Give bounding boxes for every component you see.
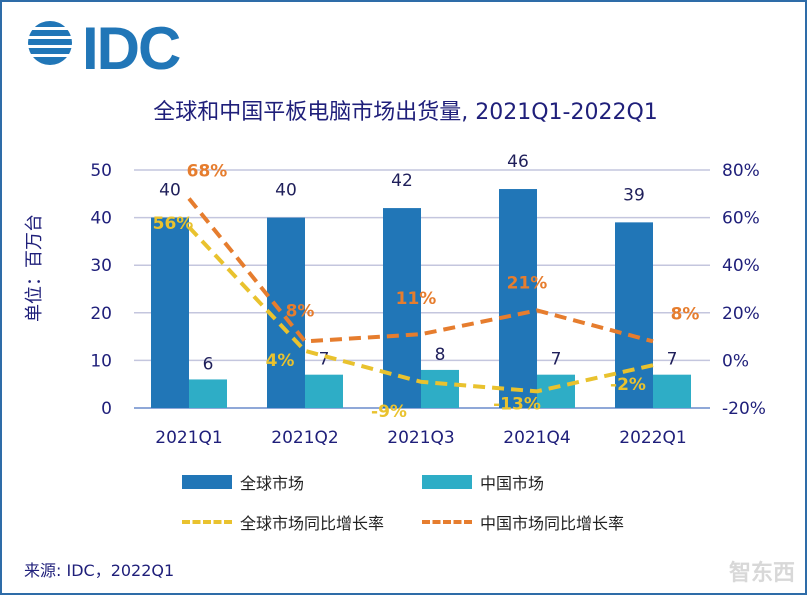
y2-tick-label: 60% bbox=[722, 209, 760, 229]
bar-data-label: 6 bbox=[203, 354, 214, 374]
legend-item-china: 中国市场 bbox=[422, 470, 544, 494]
bar-global bbox=[615, 222, 653, 408]
watermark: 智东西 bbox=[728, 561, 795, 586]
legend-swatch bbox=[422, 520, 472, 524]
line-data-label: -9% bbox=[371, 402, 407, 422]
legend-label: 全球市场 bbox=[240, 474, 305, 493]
y2-tick-label: -20% bbox=[722, 399, 766, 419]
bar-global bbox=[151, 217, 189, 408]
line-data-label: 68% bbox=[187, 162, 228, 182]
line-data-label: 4% bbox=[266, 351, 295, 371]
x-tick-label: 2021Q1 bbox=[155, 428, 222, 448]
y-tick-label: 40 bbox=[90, 209, 112, 229]
bar-data-label: 7 bbox=[551, 350, 562, 370]
bar-data-label: 46 bbox=[507, 152, 529, 172]
line-data-label: 11% bbox=[396, 289, 437, 309]
y2-tick-label: 40% bbox=[722, 256, 760, 276]
bar-data-label: 7 bbox=[667, 350, 678, 370]
bar-data-label: 42 bbox=[391, 171, 413, 191]
line-data-label: -13% bbox=[493, 394, 541, 414]
line-data-label: 21% bbox=[507, 273, 548, 293]
chart-title: 全球和中国平板电脑市场出货量, 2021Q1-2022Q1 bbox=[153, 100, 658, 125]
bar-global bbox=[499, 189, 537, 408]
bar-global bbox=[267, 217, 305, 408]
line-china-growth bbox=[187, 197, 654, 344]
legend-swatch bbox=[182, 475, 232, 489]
bar-data-label: 40 bbox=[159, 181, 181, 201]
legend-item-global-growth: 全球市场同比增长率 bbox=[182, 510, 384, 534]
bar-china bbox=[421, 369, 459, 408]
line-data-label: 8% bbox=[671, 304, 700, 324]
bar-china bbox=[537, 374, 575, 408]
bar-china bbox=[189, 379, 227, 408]
line-data-label: 56% bbox=[153, 214, 194, 234]
y-tick-label: 10 bbox=[90, 351, 112, 371]
line-data-label: -2% bbox=[610, 375, 646, 395]
idc-logo-icon bbox=[28, 21, 72, 65]
y2-tick-label: 20% bbox=[722, 304, 760, 324]
legend-item-global: 全球市场 bbox=[182, 470, 304, 494]
bar-china bbox=[653, 374, 691, 408]
x-tick-label: 2021Q2 bbox=[271, 428, 338, 448]
bar-data-label: 7 bbox=[319, 350, 330, 370]
bar-data-label: 39 bbox=[623, 185, 645, 205]
line-data-label: 8% bbox=[286, 301, 315, 321]
y-tick-label: 0 bbox=[101, 399, 112, 419]
legend-label: 中国市场 bbox=[480, 474, 545, 493]
source-note: 来源: IDC，2022Q1 bbox=[24, 561, 175, 580]
legend-swatch bbox=[182, 520, 232, 524]
y-tick-label: 20 bbox=[90, 304, 112, 324]
x-tick-label: 2021Q3 bbox=[387, 428, 454, 448]
y2-tick-label: 80% bbox=[722, 161, 760, 181]
legend-label: 全球市场同比增长率 bbox=[240, 514, 385, 533]
bar-china bbox=[305, 374, 343, 408]
x-tick-label: 2021Q4 bbox=[503, 428, 570, 448]
legend-item-china-growth: 中国市场同比增长率 bbox=[422, 510, 624, 534]
logo-text: IDC bbox=[82, 15, 181, 82]
bar-data-label: 8 bbox=[435, 345, 446, 365]
legend-label: 中国市场同比增长率 bbox=[480, 514, 625, 533]
y-tick-label: 30 bbox=[90, 256, 112, 276]
bar-data-label: 40 bbox=[275, 181, 297, 201]
legend-swatch bbox=[422, 475, 472, 489]
y2-tick-label: 0% bbox=[722, 351, 749, 371]
y-tick-label: 50 bbox=[90, 161, 112, 181]
line-global-growth bbox=[187, 225, 654, 394]
x-tick-label: 2022Q1 bbox=[619, 428, 686, 448]
